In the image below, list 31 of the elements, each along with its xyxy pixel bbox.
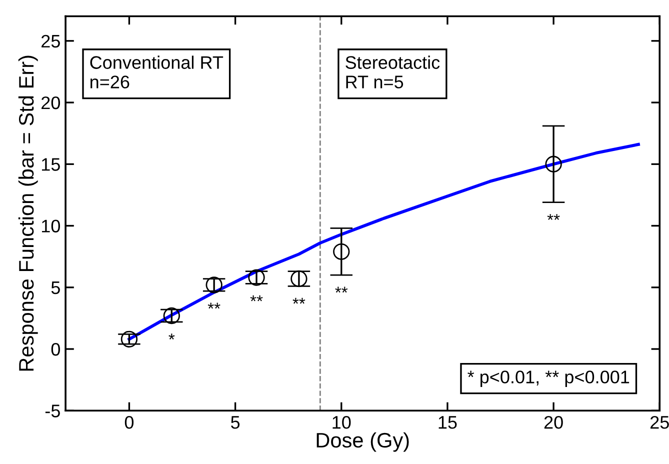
y-tick-label: 25 <box>42 34 60 48</box>
y-tick-label: 5 <box>51 282 60 294</box>
x-tick-label: 10 <box>332 416 351 429</box>
y-tick-label: -5 <box>45 404 60 418</box>
y-tick-label: 20 <box>42 96 60 110</box>
point <box>545 156 562 172</box>
x-tick-label: 15 <box>438 416 457 429</box>
point <box>206 276 222 294</box>
x-tick-label: 0 <box>124 416 134 429</box>
annotation: ** <box>547 214 560 220</box>
x-tick-label: 5 <box>231 416 240 429</box>
annotation: Conventional RT n=26 <box>90 56 224 88</box>
point <box>290 270 308 288</box>
annotation: ** <box>208 302 220 309</box>
annotation: ** <box>335 286 348 293</box>
annotation: * p<0.01, ** p<0.001 <box>468 370 630 387</box>
point <box>333 243 350 260</box>
point <box>163 307 180 324</box>
y-tick-label: 10 <box>42 220 60 232</box>
y-axis-title: Response Function (bar = Std Err) <box>18 56 38 371</box>
annotation: ** <box>292 298 306 304</box>
y-tick-label: 15 <box>42 158 60 171</box>
annotation: * <box>168 334 175 340</box>
y-tick-label: 0 <box>51 342 60 356</box>
x-tick-label: 20 <box>544 416 563 429</box>
point <box>248 269 265 286</box>
annotation: ** <box>250 295 263 302</box>
x-tick-label: 25 <box>650 416 669 429</box>
point <box>120 330 138 348</box>
x-axis-title: Dose (Gy) <box>316 432 409 452</box>
annotation: Stereotactic RT n=5 <box>346 56 440 88</box>
